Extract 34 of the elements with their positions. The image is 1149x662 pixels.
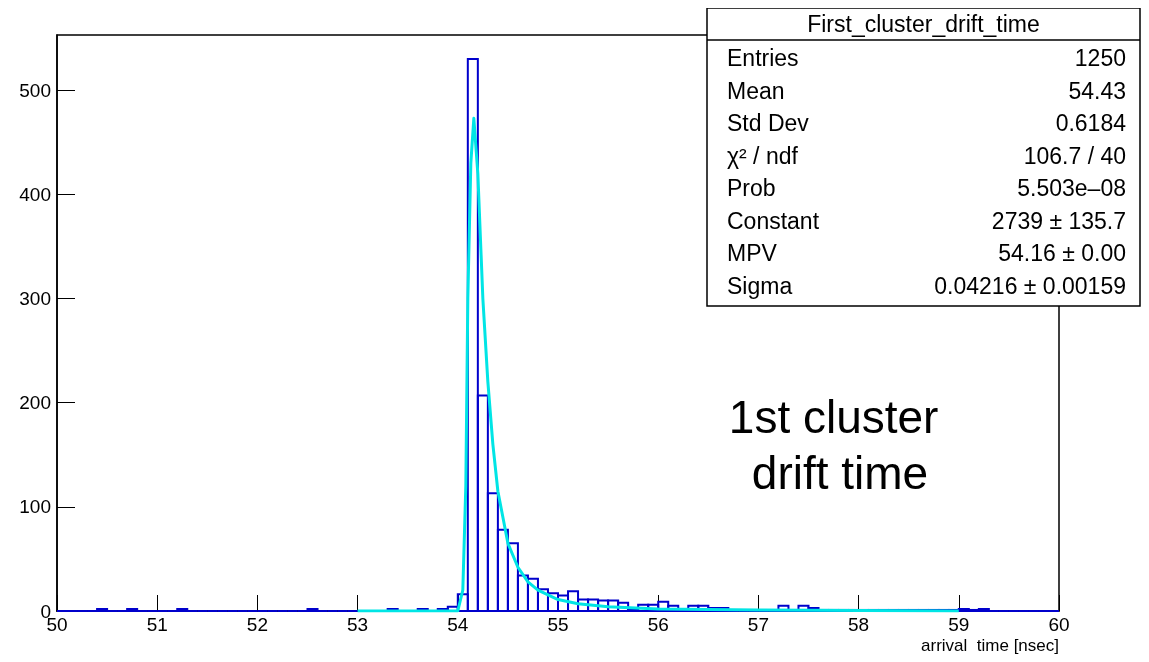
text: 54.43: [1068, 77, 1126, 104]
annotation: Std Dev: [727, 110, 810, 137]
annotation: 54.16 ± 0.00: [998, 240, 1126, 267]
annotation: Entries: [727, 45, 799, 72]
annotation: 5.503e–08: [1017, 175, 1126, 202]
x-axis-title: arrival time [nsec]: [921, 636, 1059, 655]
text: 1250: [1074, 45, 1126, 72]
annotation: 0.04216 ± 0.00159: [934, 272, 1126, 299]
annotation: Constant: [727, 207, 820, 234]
annotation: χ² / ndf: [727, 142, 799, 169]
y-tick-label: 200: [19, 392, 51, 414]
x-tick-label: 57: [747, 614, 769, 635]
annotation: Mean: [727, 77, 785, 104]
annotation: Prob: [727, 175, 776, 202]
x-tick-label: 54: [447, 614, 469, 635]
annotation: 2739 ± 135.7: [991, 207, 1126, 234]
x-tick-label: 55: [547, 614, 569, 635]
x-tick-label: 59: [948, 614, 970, 635]
x-tick-label: 58: [848, 614, 870, 635]
y-tick-label: 400: [19, 183, 51, 205]
y-tick-label: 100: [19, 496, 51, 518]
y-tick-label: 300: [19, 288, 51, 310]
x-tick-label: 51: [146, 614, 168, 635]
annotation: Sigma: [727, 272, 793, 299]
annotation: 1st cluster drift time: [728, 391, 952, 499]
x-tick-label: 53: [347, 614, 369, 635]
annotation: 106.7 / 40: [1023, 142, 1126, 169]
y-tick-label: 500: [19, 79, 51, 101]
x-tick-label: 60: [1048, 614, 1070, 635]
annotation: 0.6184: [1055, 110, 1127, 137]
chart-title: First_cluster_drift_time: [807, 11, 1040, 37]
x-tick-label: 52: [246, 614, 268, 635]
x-tick-label: 56: [647, 614, 669, 635]
annotation: MPV: [727, 240, 778, 267]
